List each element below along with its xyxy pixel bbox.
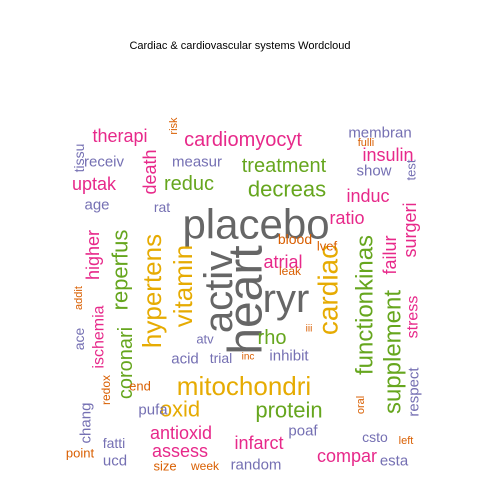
- word-tissu: tissu: [71, 144, 87, 173]
- word-rho: rho: [258, 327, 287, 349]
- word-death: death: [140, 149, 160, 194]
- word-fulli: fulli: [358, 137, 375, 149]
- word-vitamin: vitamin: [168, 245, 198, 327]
- word-redox: redox: [99, 375, 113, 405]
- word-receiv: receiv: [84, 154, 125, 171]
- word-supplement: supplement: [380, 290, 407, 414]
- word-iii: iii: [306, 324, 313, 335]
- word-show: show: [356, 163, 391, 180]
- word-ryr: ryr: [263, 277, 310, 321]
- word-lvef: lvef: [317, 239, 338, 254]
- word-addit: addit: [73, 286, 85, 310]
- word-coronari: coronari: [115, 327, 137, 399]
- word-activ: activ: [197, 251, 241, 333]
- word-age: age: [84, 197, 109, 214]
- word-insulin: insulin: [362, 145, 413, 165]
- word-inc: inc: [242, 352, 255, 363]
- word-cardiac: cardiac: [313, 245, 344, 335]
- word-end: end: [129, 379, 151, 394]
- word-chang: chang: [78, 403, 95, 444]
- word-week: week: [190, 459, 220, 473]
- word-hypertens: hypertens: [137, 234, 167, 348]
- word-infarct: infarct: [234, 433, 283, 453]
- word-cardiomyocyt: cardiomyocyt: [184, 129, 302, 151]
- word-trial: trial: [210, 350, 233, 366]
- word-failur: failur: [380, 235, 400, 274]
- word-therapi: therapi: [92, 126, 147, 146]
- word-leak: leak: [279, 264, 302, 278]
- word-respect: respect: [406, 367, 423, 417]
- word-uptak: uptak: [72, 174, 117, 194]
- word-esta: esta: [380, 453, 409, 470]
- word-acid: acid: [171, 351, 199, 368]
- word-membran: membran: [348, 125, 411, 142]
- word-test: test: [404, 159, 419, 180]
- word-reperfus: reperfus: [108, 230, 133, 311]
- word-size: size: [153, 459, 176, 474]
- word-compar: compar: [317, 446, 377, 466]
- word-ace: ace: [71, 328, 87, 351]
- word-atv: atv: [196, 332, 214, 347]
- word-placebo: placebo: [182, 201, 329, 248]
- word-oral: oral: [355, 396, 367, 414]
- word-rat: rat: [154, 199, 170, 215]
- word-protein: protein: [255, 398, 322, 423]
- word-stress: stress: [405, 296, 422, 339]
- word-fatti: fatti: [103, 435, 126, 451]
- word-left: left: [399, 435, 414, 447]
- word-decreas: decreas: [248, 177, 326, 202]
- word-antioxid: antioxid: [150, 423, 212, 443]
- word-risk: risk: [168, 117, 180, 135]
- word-csto: csto: [362, 429, 388, 445]
- word-induc: induc: [346, 186, 389, 206]
- word-ucd: ucd: [103, 453, 127, 470]
- chart-title: Cardiac & cardiovascular systems Wordclo…: [129, 40, 351, 52]
- word-reduc: reduc: [164, 173, 214, 195]
- word-assess: assess: [152, 441, 208, 461]
- word-pufa: pufa: [138, 402, 168, 419]
- word-poaf: poaf: [288, 423, 318, 440]
- word-ratio: ratio: [329, 208, 364, 228]
- word-random: random: [231, 457, 282, 474]
- word-measur: measur: [172, 154, 222, 171]
- word-ischemia: ischemia: [91, 305, 108, 368]
- word-treatment: treatment: [242, 155, 327, 177]
- word-blood: blood: [278, 231, 312, 247]
- word-surgeri: surgeri: [400, 202, 420, 257]
- word-inhibit: inhibit: [269, 348, 309, 365]
- word-oxid: oxid: [160, 397, 200, 422]
- word-point: point: [66, 446, 95, 461]
- word-heart: heart: [220, 245, 273, 354]
- word-functionkinas: functionkinas: [352, 235, 379, 375]
- word-mitochondri: mitochondri: [177, 371, 311, 401]
- word-higher: higher: [83, 230, 103, 280]
- word-atrial: atrial: [263, 252, 302, 272]
